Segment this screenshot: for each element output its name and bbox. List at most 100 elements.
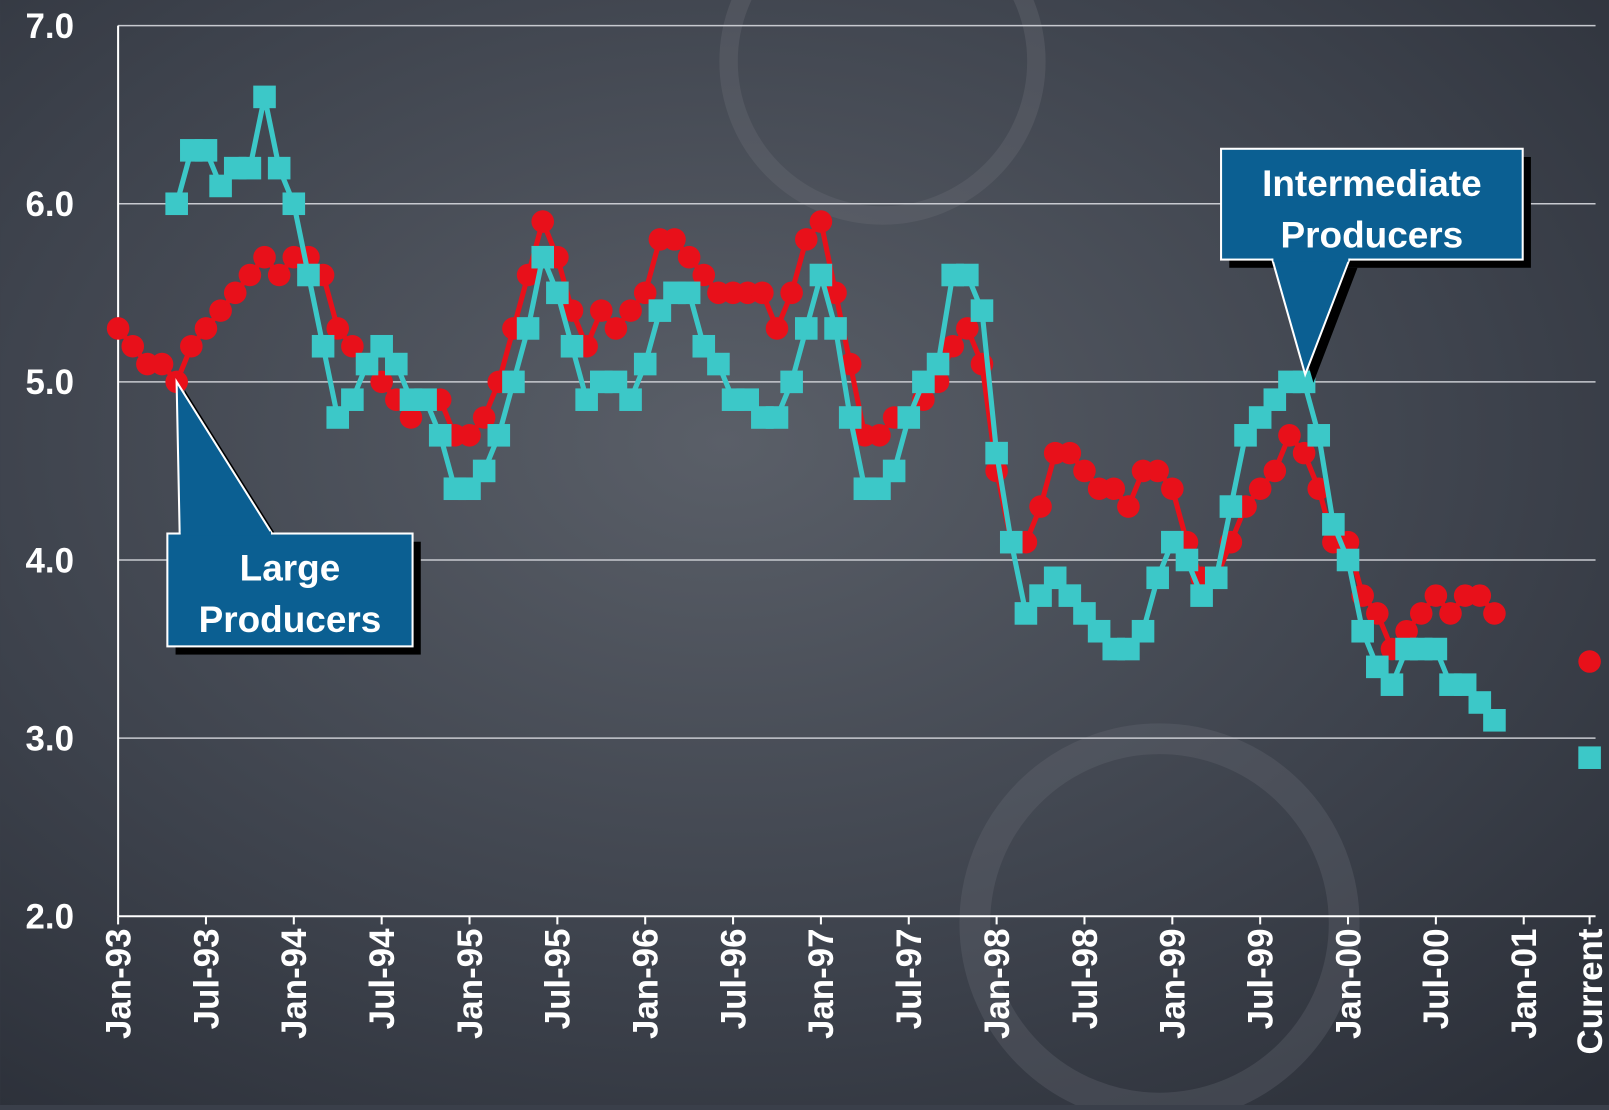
marker — [428, 424, 452, 447]
marker — [472, 406, 496, 429]
marker — [619, 388, 642, 411]
annotation: Large Producers — [199, 548, 382, 640]
marker — [1117, 495, 1140, 518]
marker — [926, 352, 950, 376]
marker — [1190, 584, 1213, 607]
marker — [1073, 602, 1096, 625]
marker — [1073, 459, 1096, 483]
marker — [1058, 584, 1082, 607]
marker — [516, 317, 540, 340]
marker — [121, 334, 145, 358]
marker — [809, 210, 833, 233]
marker — [311, 334, 335, 358]
marker — [546, 281, 569, 305]
marker — [1029, 495, 1052, 518]
marker — [458, 477, 481, 501]
marker — [341, 334, 364, 358]
marker — [751, 281, 774, 305]
x-tick-label: Jul-97 — [890, 929, 929, 1030]
x-tick-label: Jul-94 — [363, 928, 402, 1029]
marker — [1395, 619, 1418, 643]
marker — [531, 210, 555, 233]
marker — [707, 352, 730, 376]
marker — [1322, 513, 1345, 536]
marker — [590, 299, 613, 322]
marker — [355, 352, 379, 376]
callout-box — [1220, 147, 1524, 261]
annotation-line: Large — [240, 548, 341, 589]
x-tick-label: Jan-00 — [1329, 929, 1368, 1040]
marker — [765, 317, 789, 340]
marker — [809, 263, 833, 287]
marker — [341, 388, 364, 411]
marker — [1336, 548, 1360, 572]
marker — [1366, 655, 1389, 679]
y-tick-label: 6.0 — [26, 185, 74, 224]
marker — [619, 299, 642, 322]
marker — [1131, 619, 1155, 643]
marker — [736, 388, 759, 411]
marker — [1234, 424, 1257, 447]
marker — [194, 139, 218, 162]
marker — [370, 334, 393, 358]
marker — [838, 406, 862, 429]
y-tick-label: 7.0 — [26, 7, 74, 46]
marker — [194, 317, 218, 340]
marker — [956, 263, 979, 287]
x-tick-label: Jan-96 — [627, 929, 666, 1040]
marker — [1424, 584, 1448, 607]
marker — [985, 441, 1008, 465]
marker — [399, 406, 423, 429]
marker — [414, 388, 437, 411]
marker — [794, 228, 818, 251]
marker — [385, 352, 408, 376]
marker — [487, 424, 511, 447]
marker — [648, 299, 672, 322]
marker — [238, 156, 262, 180]
y-tick-label: 4.0 — [26, 541, 74, 580]
x-tick-label: Jan-98 — [978, 929, 1017, 1040]
marker — [970, 299, 994, 322]
marker — [1483, 602, 1506, 625]
y-tick-label: 2.0 — [26, 898, 74, 937]
marker — [604, 370, 628, 394]
marker — [1483, 709, 1506, 732]
annotation-line: Producers — [199, 599, 382, 640]
marker — [1014, 602, 1038, 625]
x-tick-label: Jan-93 — [99, 929, 138, 1040]
marker — [1248, 406, 1272, 429]
marker — [1366, 602, 1389, 625]
x-tick-label: Jan-99 — [1154, 929, 1193, 1040]
x-tick-label: Jul-99 — [1241, 929, 1280, 1030]
marker — [1117, 637, 1140, 661]
marker — [1307, 424, 1331, 447]
marker — [531, 245, 555, 269]
marker — [165, 192, 188, 216]
marker — [180, 334, 203, 358]
marker — [633, 281, 657, 305]
marker — [1453, 673, 1477, 696]
marker — [1161, 530, 1184, 554]
x-tick-label: Jul-00 — [1417, 929, 1456, 1030]
marker — [824, 317, 847, 340]
annotation-line: Intermediate — [1262, 163, 1482, 204]
marker — [1102, 477, 1126, 501]
marker — [370, 370, 393, 394]
x-tick-label: Jul-98 — [1066, 929, 1105, 1030]
x-tick-label: Jul-93 — [187, 929, 226, 1030]
marker — [604, 317, 628, 340]
marker — [209, 174, 232, 198]
marker — [1263, 459, 1287, 483]
marker — [1409, 602, 1433, 625]
marker — [882, 459, 906, 483]
marker — [238, 263, 262, 287]
marker — [1161, 477, 1184, 501]
marker — [941, 334, 964, 358]
marker — [472, 459, 496, 483]
annotation-line: Producers — [1281, 214, 1464, 255]
marker — [765, 406, 789, 429]
marker — [106, 317, 130, 340]
marker — [1204, 566, 1228, 590]
callout-box — [166, 532, 414, 648]
